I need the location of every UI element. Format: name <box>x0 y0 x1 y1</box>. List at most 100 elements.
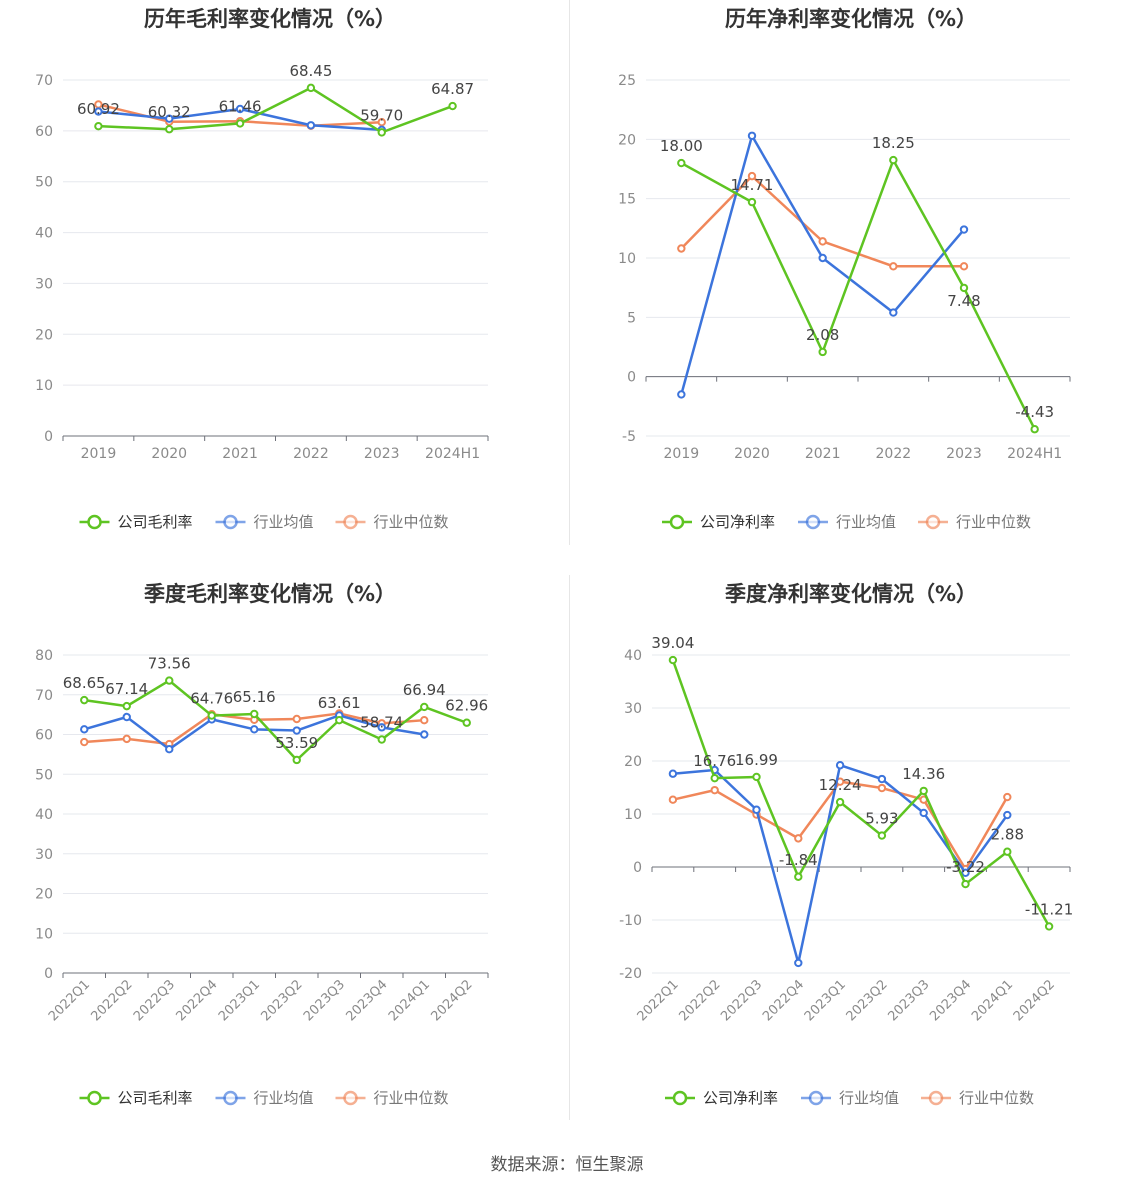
data-point[interactable] <box>462 718 471 727</box>
data-point[interactable] <box>250 725 259 734</box>
data-point[interactable] <box>710 785 719 795</box>
legend-item[interactable]: 行业中位数 <box>918 513 1031 531</box>
data-point[interactable] <box>877 774 887 784</box>
data-point[interactable] <box>710 773 719 783</box>
x-tick-label: 2023Q2 <box>258 977 305 1024</box>
data-point[interactable] <box>80 737 89 747</box>
data-point[interactable] <box>959 225 969 234</box>
legend-item[interactable]: 行业均值 <box>215 513 314 531</box>
data-point[interactable] <box>677 158 686 168</box>
data-point[interactable] <box>818 253 827 263</box>
legend-item[interactable]: 公司毛利率 <box>79 1089 193 1107</box>
legend-item[interactable]: 行业中位数 <box>335 1089 449 1107</box>
data-point[interactable] <box>747 171 757 181</box>
data-point[interactable] <box>292 726 301 735</box>
x-tick-label: 2023Q2 <box>844 977 891 1024</box>
data-point[interactable] <box>889 262 898 271</box>
data-point[interactable] <box>1030 425 1039 434</box>
data-point[interactable] <box>80 725 89 734</box>
data-point[interactable] <box>959 283 969 293</box>
data-point[interactable] <box>420 715 429 725</box>
data-point[interactable] <box>94 121 103 131</box>
x-tick-label: 2022 <box>293 446 329 462</box>
data-point[interactable] <box>1003 847 1012 856</box>
data-point[interactable] <box>818 237 827 246</box>
data-point[interactable] <box>80 695 89 705</box>
legend-item[interactable]: 行业中位数 <box>335 513 449 531</box>
data-label: -3.22 <box>946 858 985 876</box>
data-point[interactable] <box>889 308 898 317</box>
data-point[interactable] <box>292 714 301 724</box>
legend-item[interactable]: 公司净利率 <box>662 513 775 531</box>
data-point[interactable] <box>420 730 429 739</box>
data-point[interactable] <box>306 83 316 93</box>
data-label: 18.25 <box>872 134 915 152</box>
data-point[interactable] <box>377 735 386 744</box>
data-point[interactable] <box>335 715 344 725</box>
legend-item[interactable]: 行业中位数 <box>921 1089 1034 1107</box>
data-point[interactable] <box>794 872 803 881</box>
data-point[interactable] <box>668 795 678 804</box>
data-point[interactable] <box>835 761 845 770</box>
legend-item[interactable]: 行业均值 <box>801 1089 899 1107</box>
data-point[interactable] <box>677 390 686 399</box>
data-point[interactable] <box>835 797 845 807</box>
series-line-company <box>671 659 1051 928</box>
data-point[interactable] <box>235 119 245 128</box>
data-point[interactable] <box>919 786 928 796</box>
data-point[interactable] <box>1003 810 1012 820</box>
data-point[interactable] <box>377 128 386 137</box>
circle-line-icon <box>223 514 238 530</box>
data-label: 16.99 <box>735 751 778 769</box>
data-point[interactable] <box>122 712 131 722</box>
data-point[interactable] <box>1044 922 1054 931</box>
data-point[interactable] <box>794 834 803 843</box>
data-point[interactable] <box>889 155 898 165</box>
x-tick-label: 2022Q3 <box>131 977 178 1024</box>
data-point[interactable] <box>919 808 928 818</box>
data-label: -1.84 <box>779 851 818 869</box>
data-point[interactable] <box>1003 792 1012 802</box>
quarterly-net-margin-chart: 季度净利率变化情况（%） -20 -10 0 10 20 30 40 2022Q1 2022Q2 2… <box>567 575 1134 1150</box>
data-point[interactable] <box>250 709 259 719</box>
data-point[interactable] <box>668 655 678 665</box>
data-point[interactable] <box>165 114 174 123</box>
data-label: 18.00 <box>660 137 703 155</box>
data-point[interactable] <box>747 131 757 140</box>
legend-item[interactable]: 行业均值 <box>215 1089 314 1107</box>
y-tick-label: 20 <box>35 327 53 343</box>
data-point[interactable] <box>207 711 216 720</box>
data-point[interactable] <box>752 805 761 814</box>
data-point[interactable] <box>877 831 887 840</box>
data-point[interactable] <box>292 755 301 765</box>
data-point[interactable] <box>794 958 803 968</box>
data-point[interactable] <box>677 244 686 253</box>
data-point[interactable] <box>165 676 174 685</box>
legend-label: 行业中位数 <box>374 1089 449 1107</box>
data-point[interactable] <box>818 347 827 357</box>
data-point[interactable] <box>377 118 386 127</box>
data-point[interactable] <box>961 868 970 878</box>
data-point[interactable] <box>448 101 457 111</box>
data-point[interactable] <box>668 769 678 778</box>
data-point[interactable] <box>122 701 131 711</box>
data-point[interactable] <box>122 734 131 744</box>
data-point[interactable] <box>420 702 429 712</box>
data-point[interactable] <box>165 745 174 754</box>
legend-item[interactable]: 行业均值 <box>798 513 896 531</box>
legend-item[interactable]: 公司毛利率 <box>79 513 193 531</box>
x-tick-label: 2019 <box>664 446 700 462</box>
legend-item[interactable]: 公司净利率 <box>665 1089 778 1107</box>
data-point[interactable] <box>165 125 174 134</box>
legend-label: 公司毛利率 <box>118 513 193 531</box>
data-point[interactable] <box>235 104 245 114</box>
data-point[interactable] <box>959 262 969 271</box>
data-point[interactable] <box>752 772 761 782</box>
data-point[interactable] <box>306 121 316 130</box>
data-point[interactable] <box>747 197 757 207</box>
data-point[interactable] <box>94 107 103 116</box>
data-point[interactable] <box>961 879 970 889</box>
data-point[interactable] <box>877 783 887 793</box>
y-tick-label: 70 <box>35 688 53 704</box>
data-point[interactable] <box>377 723 386 732</box>
